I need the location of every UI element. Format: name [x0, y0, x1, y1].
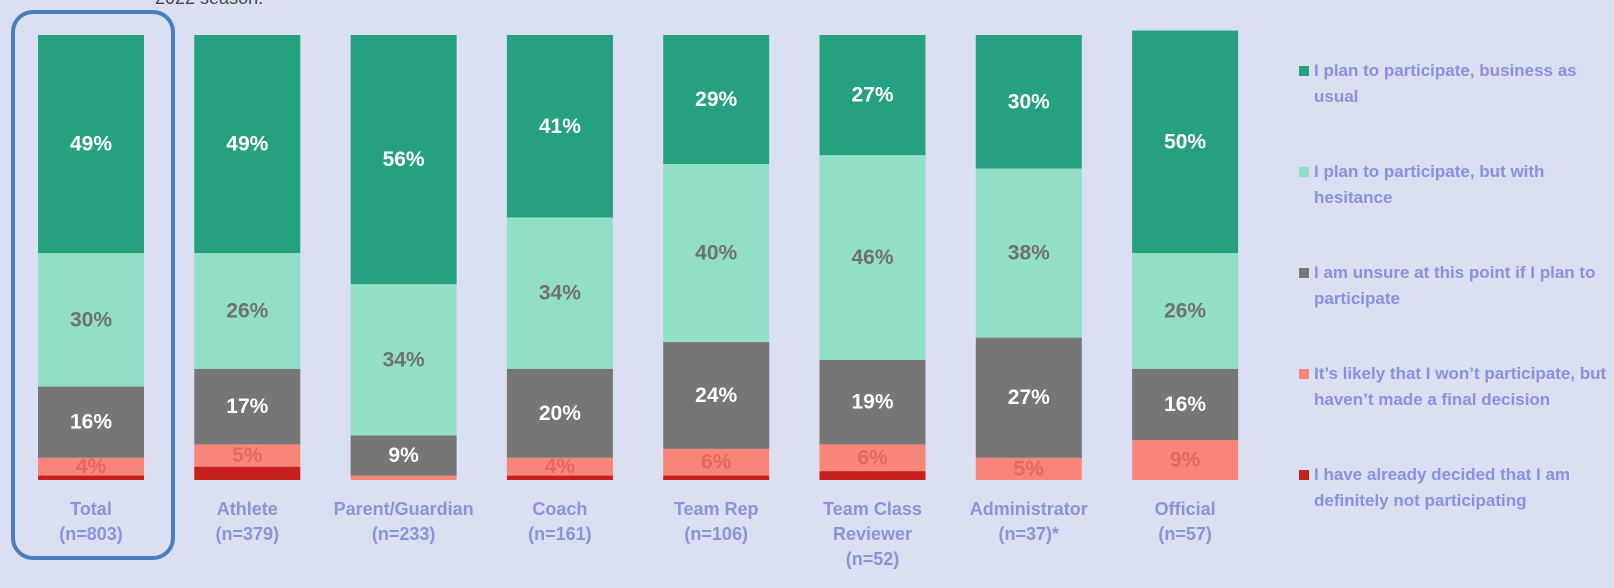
- x-tick-label: Official (n=57): [1154, 499, 1216, 544]
- bar-segment: [975, 168, 1082, 338]
- bar-segment: [194, 35, 301, 254]
- value-label: 4%: [76, 455, 107, 478]
- bar-segment: [819, 359, 926, 445]
- legend-item: I am unsure at this point if I plan to p…: [1299, 260, 1614, 312]
- value-label: 27%: [1008, 386, 1050, 409]
- bar-segment: [194, 253, 301, 369]
- value-label: 41%: [539, 115, 581, 138]
- value-label: 4%: [545, 455, 576, 478]
- bar-segment: [506, 368, 613, 458]
- bar-segment: [506, 475, 613, 480]
- value-label: 6%: [857, 446, 888, 469]
- value-label: 9%: [388, 444, 419, 467]
- value-label: 6%: [701, 451, 732, 474]
- subtitle: 2022 season.: [155, 0, 263, 9]
- bar-segment: [819, 444, 926, 472]
- legend-swatch: [1299, 66, 1309, 76]
- bar-segment: [975, 35, 1082, 169]
- bar-segment: [350, 35, 457, 285]
- highlight-frame: [11, 10, 175, 560]
- bar-segment: [975, 457, 1082, 480]
- value-label: 46%: [851, 246, 893, 269]
- value-label: 16%: [1164, 393, 1206, 416]
- bar-segment: [819, 155, 926, 360]
- bar-segment: [819, 471, 926, 480]
- bar-segment: [194, 466, 301, 480]
- value-label: 29%: [695, 88, 737, 111]
- value-label: 49%: [70, 133, 112, 156]
- bar-segment: [663, 35, 770, 165]
- legend-item: I plan to participate, business as usual: [1299, 58, 1614, 110]
- legend-swatch: [1299, 167, 1309, 177]
- value-label: 24%: [695, 384, 737, 407]
- value-label: 56%: [383, 148, 425, 171]
- bar-segment: [1132, 30, 1239, 254]
- bar-segment: [975, 337, 1082, 458]
- bar-segment: [350, 475, 457, 480]
- bar-segment: [506, 457, 613, 476]
- legend-item: I plan to participate, but with hesitanc…: [1299, 159, 1614, 211]
- value-label: 40%: [695, 242, 737, 265]
- bar-segment: [194, 368, 301, 445]
- x-tick-label: Team Rep (n=106): [673, 499, 759, 544]
- x-tick-label: Athlete (n=379): [215, 499, 280, 544]
- bar-segment: [38, 253, 144, 387]
- value-label: 16%: [70, 411, 112, 434]
- value-label: 26%: [226, 299, 268, 322]
- value-label: 49%: [226, 133, 268, 156]
- bar-segment: [350, 284, 457, 436]
- bar-segment: [38, 475, 144, 480]
- bar-segment: [663, 342, 770, 449]
- bar-segment: [194, 444, 301, 467]
- value-label: 30%: [70, 308, 112, 331]
- value-label: 30%: [1008, 90, 1050, 113]
- value-label: 38%: [1008, 242, 1050, 265]
- value-label: 27%: [851, 84, 893, 107]
- x-tick-label: Coach (n=161): [528, 499, 592, 544]
- value-label: 34%: [539, 282, 581, 305]
- legend-swatch: [1299, 268, 1309, 278]
- value-label: 34%: [383, 348, 425, 371]
- bar-segment: [663, 448, 770, 476]
- value-label: 19%: [851, 391, 893, 414]
- bar-segment: [38, 386, 144, 458]
- x-tick-label: Total (n=803): [59, 499, 123, 544]
- bar-segment: [1132, 253, 1239, 369]
- legend-swatch: [1299, 470, 1309, 480]
- bar-segment: [663, 164, 770, 343]
- legend-item: I have already decided that I am definit…: [1299, 462, 1614, 514]
- bar-segment: [506, 35, 613, 218]
- x-tick-label: Team Class Reviewer (n=52): [823, 499, 922, 569]
- value-label: 5%: [1014, 457, 1045, 480]
- value-label: 26%: [1164, 299, 1206, 322]
- bar-segment: [506, 217, 613, 369]
- bar-segment: [38, 457, 144, 476]
- value-label: 17%: [226, 395, 268, 418]
- bar-segment: [1132, 368, 1239, 440]
- x-tick-label: Administrator (n=37)*: [969, 499, 1088, 544]
- value-label: 5%: [232, 444, 263, 467]
- x-tick-label: Parent/Guardian (n=233): [333, 499, 474, 544]
- bar-segment: [38, 35, 144, 254]
- value-label: 50%: [1164, 130, 1206, 153]
- bar-segment: [663, 475, 770, 480]
- legend-item: It’s likely that I won’t participate, bu…: [1299, 361, 1614, 413]
- value-label: 9%: [1170, 449, 1201, 472]
- bar-segment: [819, 35, 926, 156]
- bar-segment: [1132, 439, 1239, 480]
- bar-segment: [350, 435, 457, 476]
- value-label: 20%: [539, 402, 581, 425]
- legend-swatch: [1299, 369, 1309, 379]
